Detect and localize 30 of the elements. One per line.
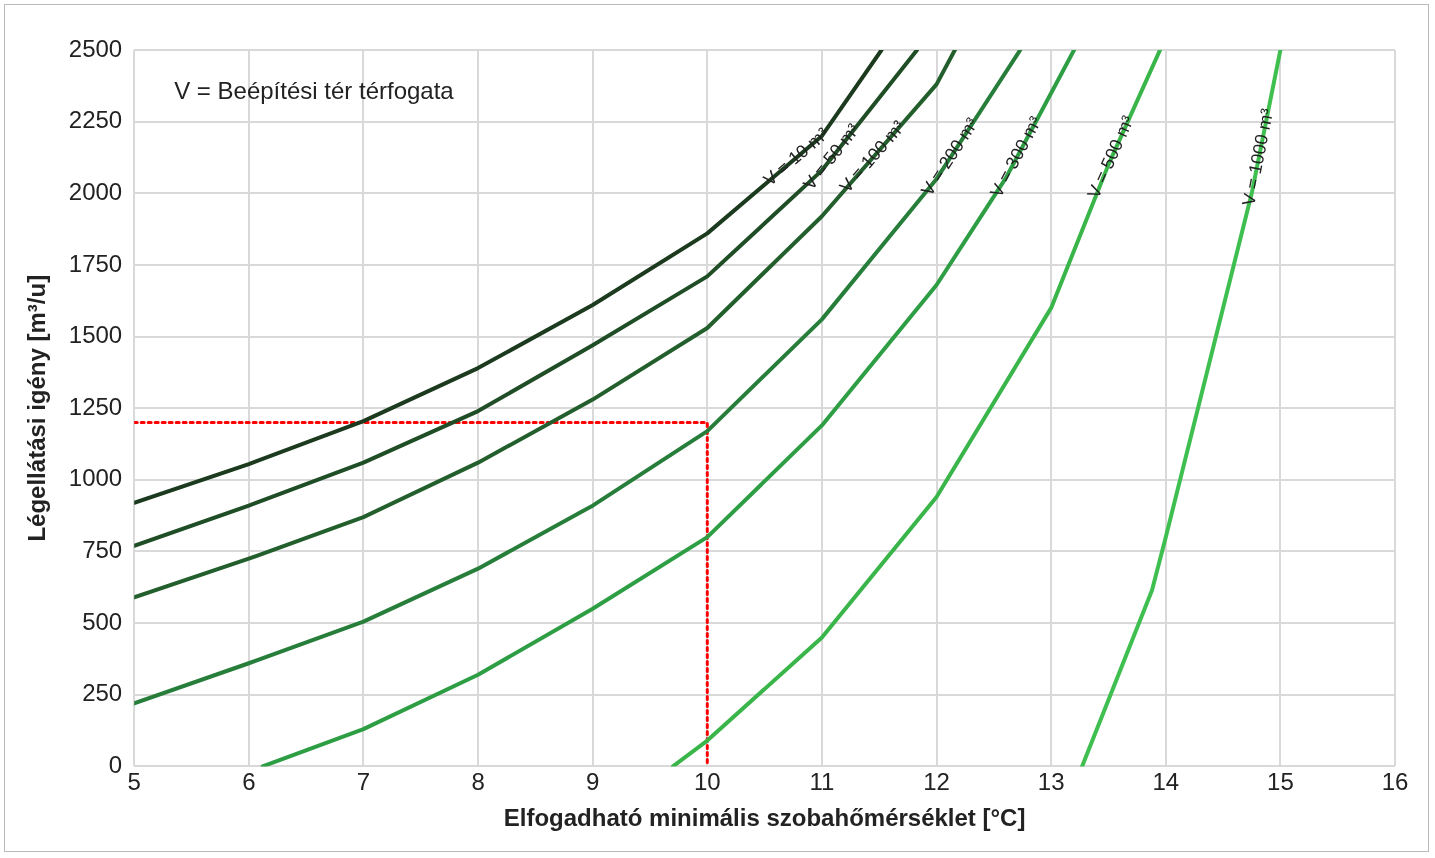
- x-tick-label: 7: [356, 768, 371, 796]
- x-tick-label: 8: [471, 768, 485, 796]
- y-tick-label: 2000: [68, 177, 123, 205]
- text: V = 300 m³: [986, 113, 1046, 201]
- y-tick-label: 1000: [68, 464, 123, 492]
- y-tick-label: 0: [108, 751, 123, 779]
- y-tick-label: 1250: [68, 392, 123, 420]
- x-axis-title: Elfogadható minimális szobahőmérséklet [°C]: [503, 804, 1026, 832]
- x-tick-label: 13: [1037, 768, 1065, 796]
- y-tick-label: 250: [82, 679, 123, 707]
- y-tick-label: 500: [82, 607, 123, 635]
- x-tick-label: 16: [1381, 768, 1409, 796]
- annotation: V = Beépítési tér térfogata: [174, 76, 455, 104]
- y-tick-label: 2250: [68, 106, 123, 134]
- x-tick-label: 12: [923, 768, 950, 796]
- x-tick-label: 5: [127, 768, 141, 796]
- y-tick-label: 2500: [68, 34, 123, 62]
- x-tick-label: 15: [1267, 768, 1294, 796]
- y-axis-title: Légellátási igény [m³/u]: [23, 274, 51, 542]
- y-tick-label: 1500: [68, 321, 123, 349]
- y-tick-label: 750: [82, 536, 123, 564]
- x-tick-label: 11: [809, 768, 835, 796]
- x-tick-label: 6: [242, 768, 256, 796]
- text: V = 500 m³: [1083, 112, 1139, 202]
- x-tick-label: 14: [1152, 768, 1180, 796]
- x-tick-label: 9: [585, 768, 600, 796]
- y-tick-label: 1750: [68, 249, 123, 277]
- text: V = 1000 m³: [1238, 107, 1278, 208]
- x-tick-label: 10: [693, 768, 721, 796]
- text: V = 200 m³: [917, 114, 983, 200]
